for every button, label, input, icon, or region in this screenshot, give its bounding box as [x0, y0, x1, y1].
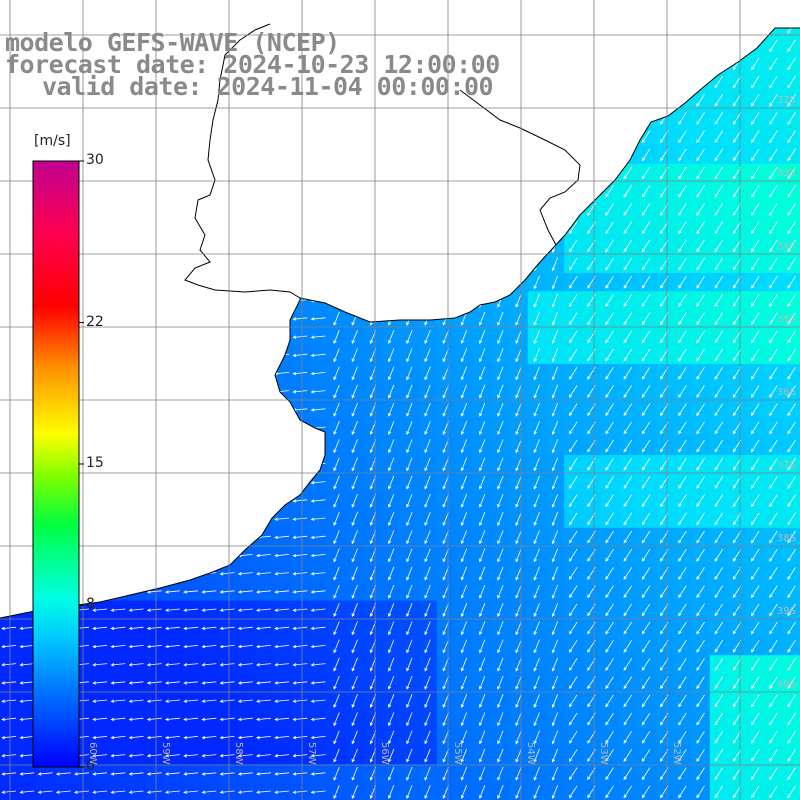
- lat-label: 40S: [776, 679, 796, 690]
- lat-label: 36S: [776, 387, 796, 398]
- colorbar-tick-label: 0: [86, 758, 95, 774]
- lon-label: 59W: [160, 742, 171, 765]
- lon-label: 58W: [233, 742, 244, 765]
- lat-label: 37S: [776, 460, 796, 471]
- colorbar-ticks: [79, 160, 84, 768]
- title-model: modelo GEFS-WAVE (NCEP): [5, 28, 340, 57]
- lon-label: 60W: [87, 742, 98, 765]
- colorbar-tick-label: 30: [86, 152, 104, 168]
- lon-label: 54W: [525, 742, 536, 765]
- title-valid-date: valid date: 2024-11-04 00:00:00: [42, 72, 494, 101]
- lat-label: 39S: [776, 606, 796, 617]
- lat-label: 34S: [776, 241, 796, 252]
- colorbar-unit: [m/s]: [34, 133, 71, 149]
- lon-label: 57W: [306, 742, 317, 765]
- lat-label: 32S: [776, 95, 796, 106]
- colorbar-tick-label: 8: [86, 596, 95, 613]
- lat-label: 38S: [776, 533, 796, 544]
- coastline: [0, 23, 800, 619]
- lat-label: 35S: [776, 314, 796, 325]
- lon-label: 52W: [671, 742, 682, 765]
- colorbar: [32, 160, 80, 768]
- colorbar-tick-label: 15: [86, 455, 104, 471]
- lon-label: 55W: [452, 742, 463, 765]
- title-forecast-date: forecast date: 2024-10-23 12:00:00: [5, 50, 500, 79]
- land-mask: [0, 0, 800, 618]
- lon-label: 56W: [379, 742, 390, 765]
- lon-label: 53W: [598, 742, 609, 765]
- colorbar-tick-label: 22: [86, 313, 104, 330]
- lat-label: 33S: [776, 168, 796, 179]
